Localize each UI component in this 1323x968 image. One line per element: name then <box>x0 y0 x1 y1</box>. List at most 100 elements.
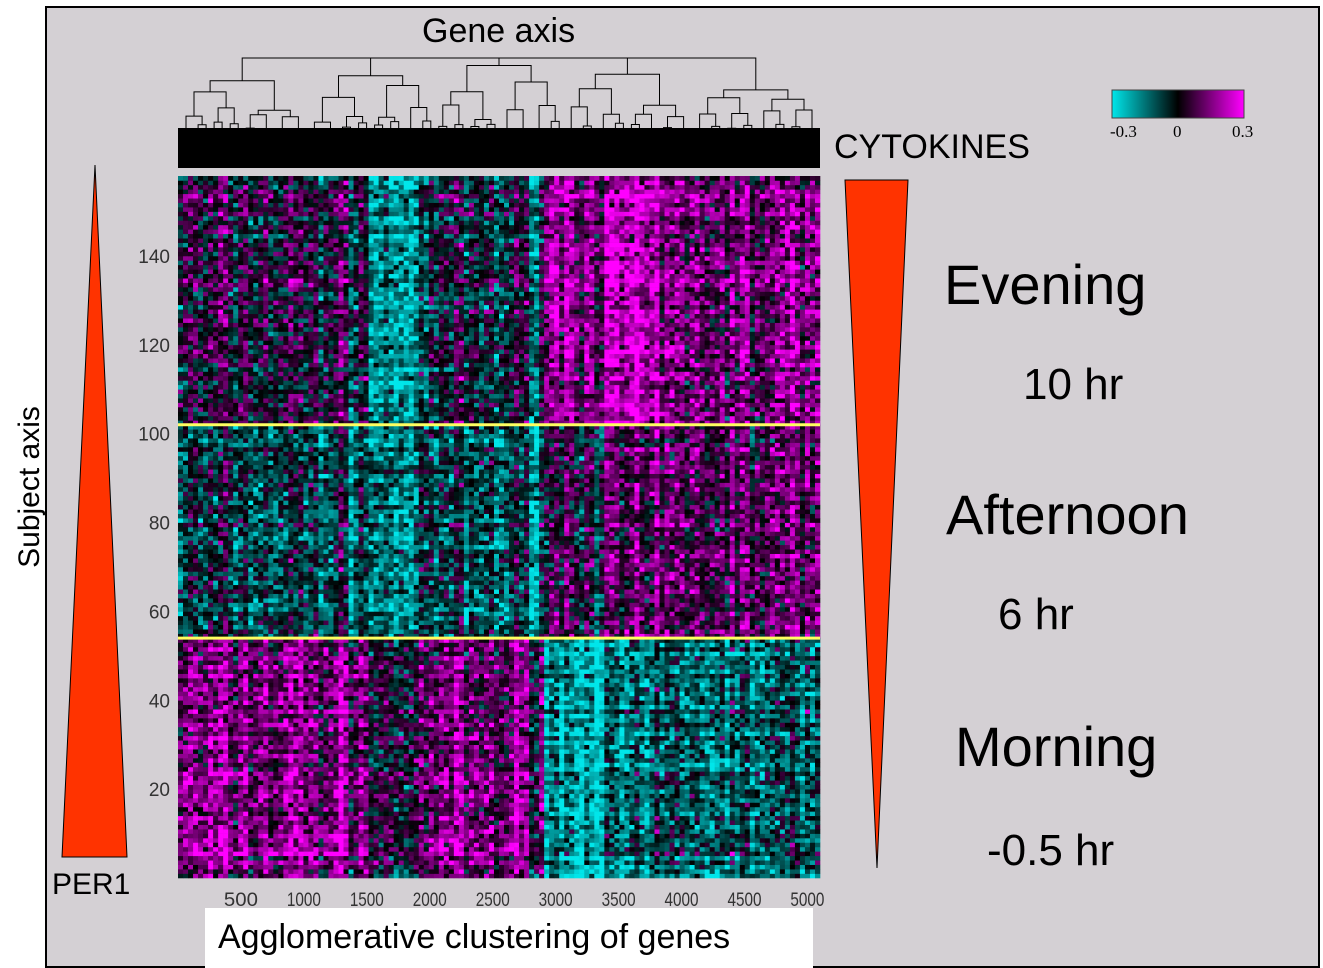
heatmap-cell <box>814 798 821 803</box>
heatmap-cell <box>453 784 460 790</box>
heatmap-cell <box>238 824 244 830</box>
heatmap-cell <box>814 806 821 812</box>
heatmap-cell <box>393 846 399 852</box>
heatmap-cell <box>218 855 224 861</box>
heatmap-cell <box>739 833 746 839</box>
heatmap-cell <box>188 789 194 794</box>
heatmap-cell <box>804 855 811 861</box>
heatmap-cell <box>544 798 550 803</box>
heatmap-cell <box>413 709 420 714</box>
heatmap-cell <box>559 789 565 794</box>
heatmap-cell <box>388 869 394 874</box>
heatmap-cell <box>333 758 339 763</box>
heatmap-cell <box>564 731 570 737</box>
heatmap-cell <box>368 775 374 781</box>
heatmap-cell <box>599 793 605 799</box>
heatmap-cell <box>423 766 430 772</box>
heatmap-cell <box>233 775 239 781</box>
heatmap-cell <box>569 731 575 737</box>
heatmap-cell <box>789 855 796 861</box>
heatmap-cell <box>519 771 525 777</box>
heatmap-cell <box>574 829 580 834</box>
heatmap-cell <box>714 833 720 839</box>
heatmap-cell <box>794 806 801 812</box>
heatmap-cell <box>639 722 645 728</box>
heatmap-cell <box>689 753 695 759</box>
heatmap-cell <box>539 735 545 741</box>
heatmap-cell <box>619 775 625 781</box>
heatmap-cell <box>684 726 690 732</box>
heatmap-cell <box>744 873 751 879</box>
heatmap-cell <box>258 855 264 861</box>
heatmap-cell <box>644 820 650 825</box>
heatmap-cell <box>303 846 309 852</box>
heatmap-cell <box>749 846 756 852</box>
heatmap-cell <box>709 815 715 821</box>
heatmap-cell <box>403 784 410 790</box>
heatmap-cell <box>453 860 460 865</box>
heatmap-cell <box>524 731 530 737</box>
heatmap-cell <box>228 762 234 768</box>
heatmap-cell <box>308 838 314 843</box>
heatmap-cell <box>408 869 415 874</box>
heatmap-cell <box>574 793 580 799</box>
heatmap-cell <box>348 820 354 825</box>
heatmap-cell <box>564 766 570 772</box>
heatmap-cell <box>368 798 374 803</box>
heatmap-cell <box>223 806 229 812</box>
heatmap-cell <box>769 749 776 754</box>
heatmap-cell <box>423 726 430 732</box>
heatmap-cell <box>458 846 465 852</box>
heatmap-cell <box>358 798 364 803</box>
heatmap-cell <box>253 744 259 750</box>
heatmap-cell <box>624 851 630 857</box>
heatmap-cell <box>413 815 420 821</box>
heatmap-cell <box>388 740 394 746</box>
heatmap-cell <box>579 851 585 857</box>
heatmap-cell <box>804 709 811 714</box>
heatmap-cell <box>789 838 796 843</box>
heatmap-cell <box>218 749 224 754</box>
heatmap-cell <box>213 824 219 830</box>
heatmap-cell <box>569 780 575 785</box>
heatmap-cell <box>694 722 700 728</box>
heatmap-cell <box>589 842 595 848</box>
heatmap-cell <box>403 726 410 732</box>
heatmap-cell <box>729 740 736 746</box>
heatmap-cell <box>739 784 746 790</box>
heatmap-cell <box>664 842 670 848</box>
heatmap-cell <box>448 806 455 812</box>
heatmap-cell <box>263 802 269 808</box>
heatmap-cell <box>539 731 545 737</box>
heatmap-cell <box>483 718 490 723</box>
heatmap-cell <box>338 811 344 817</box>
heatmap-cell <box>784 758 791 763</box>
heatmap-cell <box>659 815 665 821</box>
heatmap-cell <box>473 731 480 737</box>
heatmap-cell <box>709 833 715 839</box>
heatmap-cell <box>609 815 615 821</box>
heatmap-cell <box>679 753 685 759</box>
heatmap-cell <box>253 860 259 865</box>
heatmap-cell <box>599 860 605 865</box>
heatmap-cell <box>619 864 625 870</box>
heatmap-cell <box>549 869 555 874</box>
heatmap-cell <box>559 824 565 830</box>
heatmap-cell <box>258 784 264 790</box>
heatmap-cell <box>579 753 585 759</box>
heatmap-cell <box>779 846 786 852</box>
heatmap-cell <box>348 793 354 799</box>
heatmap-cell <box>233 815 239 821</box>
heatmap-cell <box>418 758 425 763</box>
heatmap-cell <box>699 842 705 848</box>
heatmap-cell <box>453 855 460 861</box>
heatmap-cell <box>423 704 430 710</box>
heatmap-cell <box>213 726 219 732</box>
heatmap-cell <box>599 789 605 794</box>
heatmap-cell <box>458 829 465 834</box>
heatmap-cell <box>619 851 625 857</box>
heatmap-cell <box>238 842 244 848</box>
heatmap-cell <box>428 802 435 808</box>
heatmap-cell <box>614 789 620 794</box>
heatmap-cell <box>343 842 349 848</box>
